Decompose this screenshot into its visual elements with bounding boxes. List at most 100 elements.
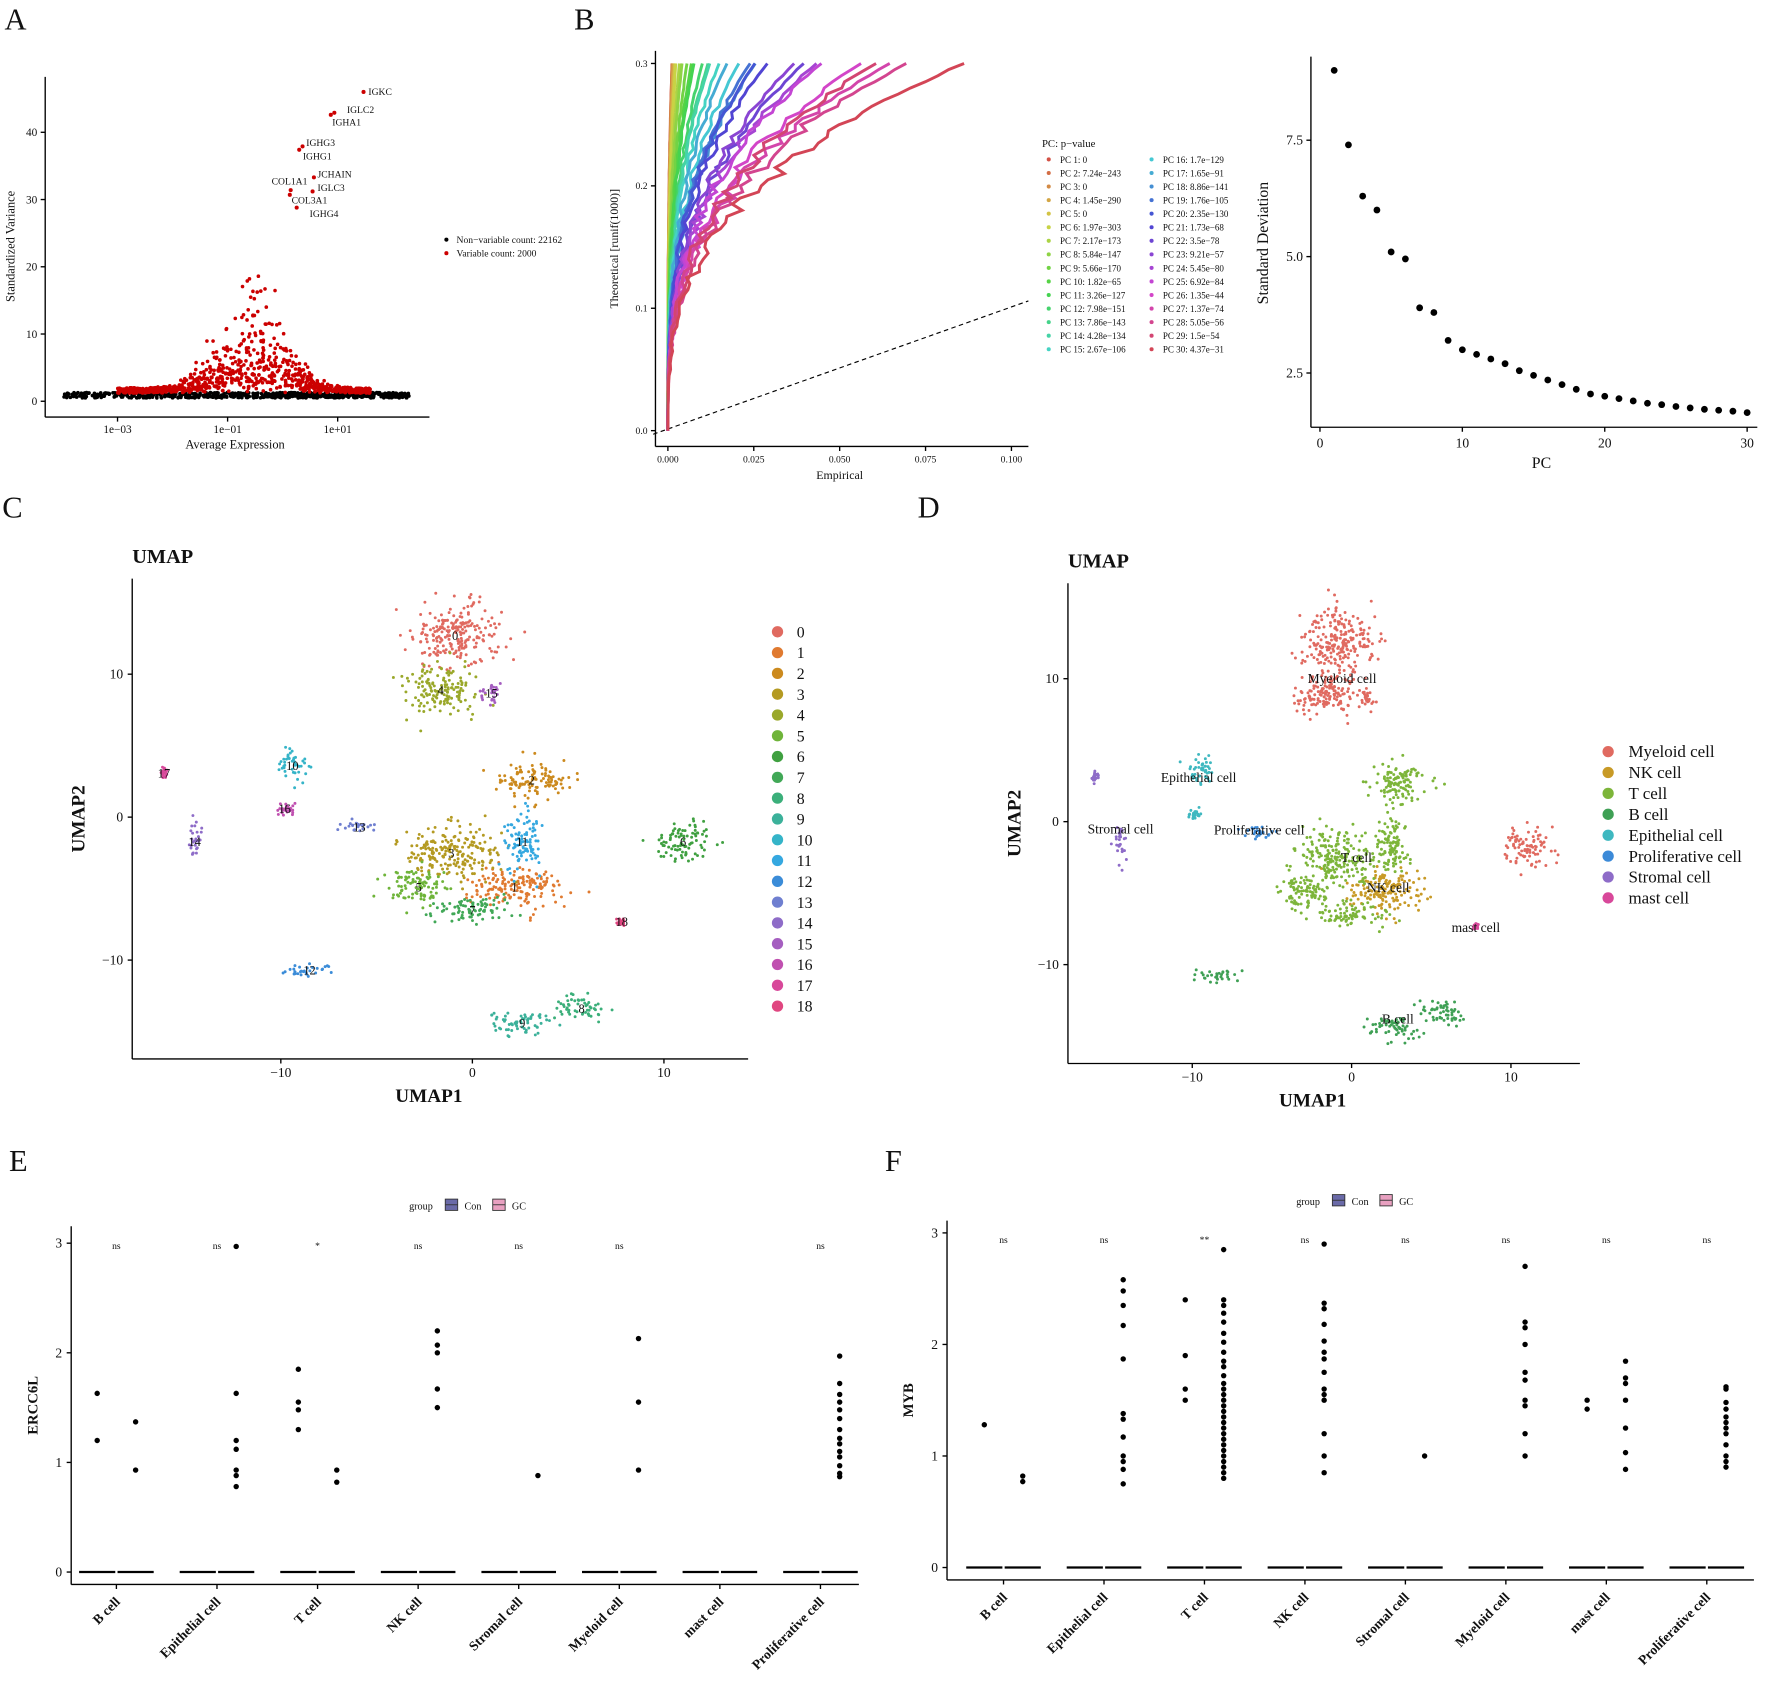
variable-point <box>193 367 198 372</box>
cluster-3-cell <box>469 830 473 834</box>
cluster-4-cell <box>491 703 495 707</box>
cell-point-myeloid-cell <box>1339 647 1343 651</box>
cluster-1-cell <box>483 877 487 881</box>
cluster-5-cell <box>403 896 407 900</box>
cell-point-t-cell <box>1289 885 1293 888</box>
cluster-6-cell <box>670 832 674 836</box>
cluster-0-cell <box>473 624 476 628</box>
cluster-13-cell <box>372 828 376 832</box>
cluster-0-cell <box>421 627 425 631</box>
variable-point <box>233 359 238 364</box>
cluster-8-cell <box>594 1003 598 1007</box>
cell-point-t-cell <box>1394 820 1398 824</box>
sd-point <box>1644 399 1651 407</box>
cell-point-t-cell <box>1361 880 1365 884</box>
cluster-11-cell <box>528 838 532 842</box>
cell-point-myeloid-cell <box>1302 712 1306 716</box>
cell-point-t-cell <box>1394 793 1398 797</box>
cluster-0-cell <box>461 627 465 631</box>
variable-point <box>240 315 244 320</box>
cluster-5-cell <box>434 885 438 889</box>
cluster-label: 14 <box>188 835 201 849</box>
cell-point-b-cell <box>1419 1012 1423 1016</box>
variable-point <box>252 348 256 352</box>
cluster-2-cell <box>559 782 563 786</box>
cluster-14-cell <box>195 830 199 834</box>
cluster-3-cell <box>474 830 478 834</box>
cluster-9-cell <box>499 1027 503 1031</box>
cell-point-b-cell <box>1210 973 1214 977</box>
gene-label: IGHA1 <box>332 118 361 129</box>
cell-point-myeloid-cell <box>1345 713 1349 717</box>
cluster-6-cell <box>700 846 704 850</box>
cluster-3-cell <box>433 825 437 829</box>
cell-point-myeloid-cell <box>1376 657 1380 661</box>
cell-point-b-cell <box>1201 973 1205 977</box>
variable-point <box>263 322 268 326</box>
cluster-4-cell <box>456 709 460 713</box>
legend-marker <box>1046 211 1051 216</box>
cell-point-t-cell <box>1318 911 1322 914</box>
cell-point-nk-cell <box>1415 888 1419 892</box>
cell-point-nk-cell <box>1405 871 1408 875</box>
cell-point-myeloid-cell <box>1526 830 1530 834</box>
cell-point-nk-cell <box>1415 869 1419 873</box>
cell-point-nk-cell <box>1426 897 1430 901</box>
cluster-2-cell <box>546 798 550 802</box>
cell-point-t-cell <box>1300 886 1304 890</box>
cell-point-myeloid-cell <box>1514 861 1518 865</box>
cluster-0-cell <box>490 634 494 638</box>
cluster-0-cell <box>432 650 436 654</box>
cell-point-myeloid-cell <box>1326 613 1330 617</box>
cluster-4-cell <box>428 708 432 712</box>
cell-point-myeloid-cell <box>1312 686 1316 690</box>
cluster-3-cell <box>461 852 465 856</box>
variable-point <box>334 387 338 392</box>
cluster-label: 17 <box>158 766 170 780</box>
cell-point-myeloid-cell <box>1509 859 1513 863</box>
cluster-0-cell <box>464 644 468 647</box>
variable-point <box>270 322 274 327</box>
cell-point-t-cell <box>1332 881 1336 885</box>
variable-point <box>247 384 251 389</box>
cluster-2-cell <box>567 776 571 779</box>
cluster-0-cell <box>425 633 429 637</box>
legend-label: PC 18: 8.86e−141 <box>1163 182 1229 192</box>
cluster-label: 0 <box>452 629 458 643</box>
cluster-4-cell <box>446 690 449 694</box>
x-tick-label: 10 <box>657 1065 671 1080</box>
cluster-3-cell <box>408 859 412 863</box>
cluster-2-cell <box>576 778 580 782</box>
cell-point-b-cell <box>1384 1031 1388 1035</box>
cluster-0-cell <box>458 640 462 644</box>
cluster-4-cell <box>428 670 432 674</box>
cluster-11-cell <box>529 854 533 858</box>
panel-label-a: A <box>5 2 27 36</box>
cluster-3-cell <box>436 872 440 876</box>
cell-point-t-cell <box>1327 919 1331 923</box>
cluster-0-cell <box>494 626 498 630</box>
cell-point-t-cell <box>1329 860 1333 864</box>
cell-point-myeloid-cell <box>1368 658 1372 662</box>
cell-point-t-cell <box>1323 919 1327 923</box>
cluster-9-cell <box>527 1026 531 1030</box>
variable-point <box>166 388 171 393</box>
variable-point <box>284 368 288 373</box>
cell-point-t-cell <box>1308 883 1312 887</box>
cell-point-b-cell <box>1445 1008 1448 1012</box>
y-tick-label: 30 <box>26 194 38 206</box>
cluster-5-cell <box>434 891 438 895</box>
cell-point-myeloid-cell <box>1308 689 1312 693</box>
cluster-6-cell <box>667 845 671 849</box>
variable-point <box>205 339 209 343</box>
cluster-0-cell <box>486 619 490 623</box>
sd-point <box>1330 66 1338 74</box>
non-variable-point <box>296 396 300 400</box>
cluster-9-cell <box>547 1019 551 1023</box>
cell-point-nk-cell <box>1356 897 1360 901</box>
cell-point-nk-cell <box>1395 895 1399 899</box>
cluster-0-cell <box>459 654 463 658</box>
cluster-0-cell <box>433 647 437 650</box>
cluster-7-cell <box>505 901 509 905</box>
legend-marker <box>1149 238 1154 243</box>
